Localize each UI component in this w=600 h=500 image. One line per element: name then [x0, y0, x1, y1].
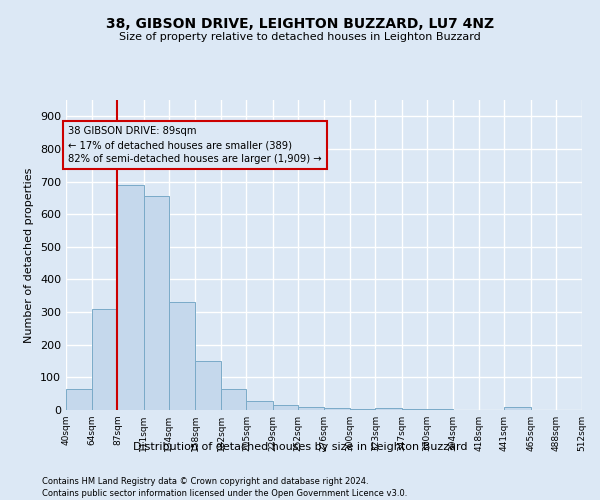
Bar [169, 302, 195, 410]
Text: 38, GIBSON DRIVE, LEIGHTON BUZZARD, LU7 4NZ: 38, GIBSON DRIVE, LEIGHTON BUZZARD, LU7 … [106, 18, 494, 32]
Text: Contains public sector information licensed under the Open Government Licence v3: Contains public sector information licen… [42, 489, 407, 498]
Bar [92, 309, 118, 410]
Y-axis label: Number of detached properties: Number of detached properties [25, 168, 34, 342]
Text: 38 GIBSON DRIVE: 89sqm
← 17% of detached houses are smaller (389)
82% of semi-de: 38 GIBSON DRIVE: 89sqm ← 17% of detached… [68, 126, 322, 164]
Bar [376, 408, 401, 410]
Text: Distribution of detached houses by size in Leighton Buzzard: Distribution of detached houses by size … [133, 442, 467, 452]
Bar [401, 409, 427, 410]
Bar [272, 406, 298, 410]
Bar [350, 408, 376, 410]
Text: Size of property relative to detached houses in Leighton Buzzard: Size of property relative to detached ho… [119, 32, 481, 42]
Bar [118, 185, 143, 410]
Bar [195, 361, 221, 410]
Bar [143, 196, 169, 410]
Text: Contains HM Land Registry data © Crown copyright and database right 2024.: Contains HM Land Registry data © Crown c… [42, 478, 368, 486]
Bar [298, 407, 324, 410]
Bar [505, 408, 530, 410]
Bar [247, 401, 272, 410]
Bar [66, 389, 92, 410]
Bar [221, 389, 247, 410]
Bar [324, 408, 350, 410]
